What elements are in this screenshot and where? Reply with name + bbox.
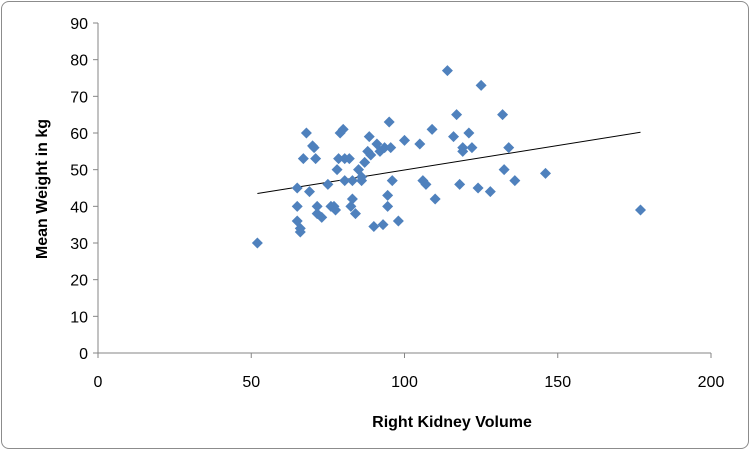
data-point	[349, 208, 361, 220]
data-point	[330, 204, 342, 216]
data-point	[426, 123, 438, 135]
axes	[93, 22, 712, 358]
data-point	[383, 116, 395, 128]
data-point	[382, 200, 394, 212]
y-tick-label: 50	[70, 163, 88, 180]
trendline	[257, 131, 641, 194]
data-point	[539, 167, 551, 179]
data-point	[310, 153, 322, 165]
x-tick-label: 100	[391, 374, 418, 391]
data-point	[466, 142, 478, 154]
data-point	[392, 215, 404, 227]
data-point	[356, 171, 368, 183]
data-point	[294, 226, 306, 238]
data-point	[303, 186, 315, 198]
data-point	[454, 178, 466, 190]
y-tick-label: 10	[70, 309, 88, 326]
data-point	[475, 79, 487, 91]
data-point	[420, 178, 432, 190]
data-point	[311, 200, 323, 212]
x-axis-title: Right Kidney Volume	[372, 414, 532, 431]
y-tick-label: 0	[79, 346, 88, 363]
x-tick-label: 150	[544, 374, 571, 391]
x-tick-label: 0	[94, 374, 103, 391]
data-point	[297, 153, 309, 165]
y-tick-label: 40	[70, 199, 88, 216]
data-point	[308, 142, 320, 154]
data-point	[343, 153, 355, 165]
data-point	[414, 138, 426, 150]
data-point	[635, 204, 647, 216]
data-point	[457, 142, 469, 154]
data-point	[291, 182, 303, 194]
data-point	[472, 182, 484, 194]
data-point	[448, 131, 460, 143]
data-point	[365, 149, 377, 161]
data-point	[333, 153, 345, 165]
y-axis-title: Mean Weight in kg	[34, 119, 51, 259]
data-point	[503, 142, 515, 154]
data-point	[346, 175, 358, 187]
x-tick-label: 200	[698, 374, 725, 391]
data-point	[331, 164, 343, 176]
y-tick-label: 70	[70, 89, 88, 106]
data-point	[451, 109, 463, 121]
data-point	[322, 178, 334, 190]
data-point	[386, 175, 398, 187]
trendline-layer	[257, 131, 641, 194]
x-tick-labels: 0 50 100 150 200	[94, 374, 725, 391]
data-point	[251, 237, 263, 249]
y-tick-label: 90	[70, 16, 88, 33]
data-point	[345, 200, 357, 212]
y-tick-labels: 0 10 20 30 40 50 60 70 80 90	[70, 16, 88, 363]
data-point	[497, 109, 509, 121]
data-point	[382, 189, 394, 201]
y-tick-label: 20	[70, 273, 88, 290]
data-point	[346, 193, 358, 205]
y-tick-label: 80	[70, 53, 88, 70]
data-point	[291, 200, 303, 212]
data-point	[339, 175, 351, 187]
data-point	[316, 211, 328, 223]
data-point	[359, 156, 371, 168]
data-point	[399, 134, 410, 146]
data-point	[385, 142, 397, 154]
data-point	[337, 123, 349, 135]
y-tick-label: 60	[70, 126, 88, 143]
y-tick-label: 30	[70, 236, 88, 253]
data-point	[484, 186, 496, 198]
data-point	[498, 164, 510, 176]
data-point	[368, 221, 380, 232]
data-point	[363, 131, 375, 143]
data-point	[379, 142, 391, 154]
x-tick-label: 50	[242, 374, 260, 391]
data-point	[441, 65, 453, 77]
data-points	[251, 65, 647, 249]
data-point	[463, 127, 475, 139]
data-point	[300, 127, 312, 139]
data-point	[509, 175, 521, 187]
data-point	[429, 193, 441, 205]
data-point	[377, 219, 389, 231]
